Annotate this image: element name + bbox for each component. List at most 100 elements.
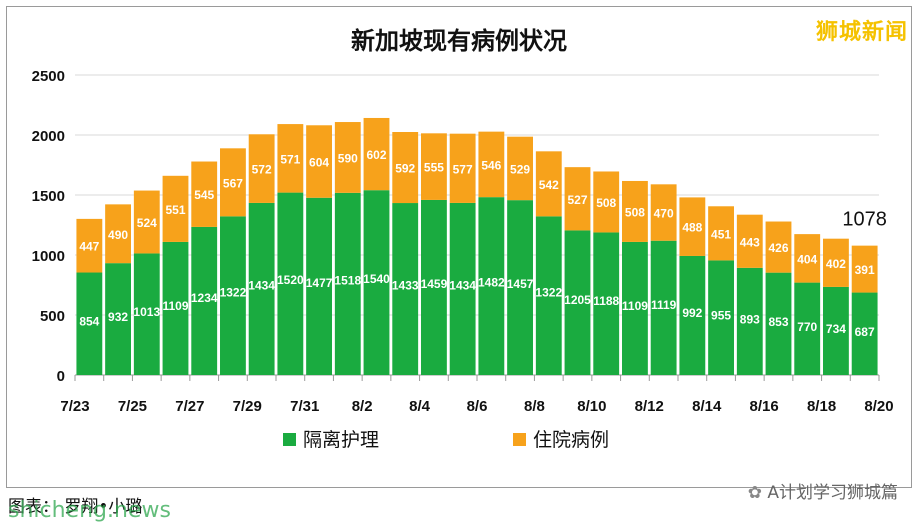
bar-isolation bbox=[392, 203, 419, 375]
data-label-isolation: 1520 bbox=[277, 273, 304, 287]
data-label-isolation: 955 bbox=[711, 308, 731, 322]
data-label-hospital: 545 bbox=[194, 188, 214, 202]
data-label-isolation: 1433 bbox=[392, 279, 419, 293]
data-label-hospital: 529 bbox=[510, 162, 530, 176]
bar-isolation bbox=[363, 190, 390, 375]
x-tick-label: 8/4 bbox=[409, 398, 431, 415]
y-tick-label: 1500 bbox=[32, 188, 65, 205]
data-label-hospital: 508 bbox=[625, 205, 645, 219]
bar-isolation bbox=[105, 263, 131, 375]
bar-isolation bbox=[334, 192, 361, 375]
data-label-isolation: 1434 bbox=[449, 279, 476, 293]
total-annotation: 1078 bbox=[842, 209, 887, 231]
data-label-isolation: 1322 bbox=[535, 286, 562, 300]
bar-hospital bbox=[564, 167, 591, 231]
bar-hospital bbox=[593, 171, 620, 233]
x-tick-label: 8/20 bbox=[864, 398, 893, 415]
bar-hospital bbox=[76, 218, 103, 273]
bar-isolation bbox=[248, 202, 275, 375]
data-label-isolation: 1457 bbox=[507, 277, 534, 291]
bar-isolation bbox=[679, 255, 706, 375]
data-label-isolation: 1477 bbox=[306, 276, 333, 290]
data-label-hospital: 567 bbox=[223, 176, 243, 190]
bar-isolation bbox=[794, 282, 821, 375]
data-label-isolation: 1205 bbox=[564, 293, 591, 307]
bar-hospital bbox=[306, 125, 332, 198]
data-label-isolation: 1109 bbox=[162, 299, 188, 313]
brand-logo-text: 狮城新闻 bbox=[815, 20, 908, 45]
bar-isolation bbox=[622, 241, 648, 375]
data-label-hospital: 572 bbox=[252, 163, 272, 177]
bar-hospital bbox=[105, 204, 131, 264]
data-label-hospital: 488 bbox=[682, 221, 702, 235]
x-tick-label: 8/12 bbox=[635, 398, 664, 415]
bar-hospital bbox=[535, 151, 562, 217]
y-tick-label: 500 bbox=[40, 308, 65, 325]
data-label-isolation: 1188 bbox=[593, 294, 619, 308]
data-label-isolation: 932 bbox=[108, 310, 128, 324]
x-tick-label: 8/10 bbox=[577, 398, 606, 415]
bar-isolation bbox=[133, 253, 160, 375]
bar-isolation bbox=[507, 200, 533, 375]
data-label-isolation: 853 bbox=[768, 315, 788, 329]
chart-frame: 新加坡现有病例状况 0 500 1000 1500 2000 2500 854 447 932 49… bbox=[6, 6, 912, 488]
data-label-hospital: 604 bbox=[309, 156, 329, 170]
legend-label-hospital: 住院病例 bbox=[533, 429, 609, 451]
data-label-hospital: 470 bbox=[654, 207, 674, 221]
data-label-isolation: 770 bbox=[797, 320, 817, 334]
bar-isolation bbox=[593, 232, 620, 375]
bar-hospital bbox=[650, 184, 677, 241]
wechat-icon: ✿ bbox=[747, 483, 768, 503]
bar-hospital bbox=[679, 197, 706, 256]
data-label-isolation: 1109 bbox=[622, 299, 648, 313]
data-label-hospital: 590 bbox=[338, 151, 358, 165]
legend-swatch-hospital bbox=[513, 433, 526, 446]
y-tick-label: 0 bbox=[57, 368, 65, 385]
x-tick-label: 7/31 bbox=[290, 398, 319, 415]
bar-hospital bbox=[851, 245, 878, 293]
bar-hospital bbox=[277, 124, 304, 193]
bar-hospital bbox=[392, 132, 419, 204]
bar-isolation bbox=[535, 216, 562, 375]
x-tick-label: 8/16 bbox=[750, 398, 779, 415]
data-label-hospital: 592 bbox=[395, 162, 415, 176]
data-label-hospital: 527 bbox=[567, 193, 587, 207]
wechat-account: ✿ A计划学习狮城篇 bbox=[748, 478, 898, 503]
data-label-hospital: 542 bbox=[539, 178, 559, 192]
data-label-isolation: 1540 bbox=[363, 272, 390, 286]
data-label-hospital: 443 bbox=[740, 235, 760, 249]
data-label-hospital: 555 bbox=[424, 161, 444, 175]
data-label-hospital: 602 bbox=[366, 148, 386, 162]
data-label-hospital: 391 bbox=[855, 263, 875, 277]
data-label-isolation: 854 bbox=[79, 315, 99, 329]
bar-hospital bbox=[794, 234, 821, 283]
data-label-isolation: 1013 bbox=[133, 305, 160, 319]
data-label-hospital: 402 bbox=[826, 257, 846, 271]
bar-isolation bbox=[851, 292, 878, 375]
bar-hospital bbox=[708, 206, 734, 261]
x-tick-label: 8/8 bbox=[524, 398, 545, 415]
x-tick-label: 7/27 bbox=[175, 398, 204, 415]
bar-hospital bbox=[478, 131, 505, 198]
x-tick-label: 8/18 bbox=[807, 398, 836, 415]
site-watermark: shicheng.news bbox=[8, 498, 171, 523]
data-label-isolation: 1434 bbox=[248, 279, 275, 293]
data-label-isolation: 992 bbox=[682, 306, 702, 320]
data-label-hospital: 490 bbox=[108, 228, 128, 242]
data-label-hospital: 577 bbox=[453, 162, 473, 176]
bar-hospital bbox=[334, 122, 361, 193]
data-label-isolation: 1119 bbox=[651, 298, 677, 312]
bar-hospital bbox=[248, 134, 275, 203]
data-label-isolation: 1234 bbox=[191, 291, 218, 305]
bar-isolation bbox=[76, 272, 103, 375]
data-label-hospital: 426 bbox=[768, 241, 788, 255]
y-tick-label: 2000 bbox=[32, 128, 65, 145]
bar-isolation bbox=[478, 197, 505, 375]
data-label-hospital: 551 bbox=[165, 203, 185, 217]
data-label-hospital: 451 bbox=[711, 227, 731, 241]
bar-hospital bbox=[421, 133, 447, 200]
x-tick-label: 7/29 bbox=[233, 398, 262, 415]
data-label-isolation: 734 bbox=[826, 322, 846, 336]
x-tick-label: 7/23 bbox=[60, 398, 89, 415]
data-label-isolation: 1518 bbox=[334, 273, 361, 287]
